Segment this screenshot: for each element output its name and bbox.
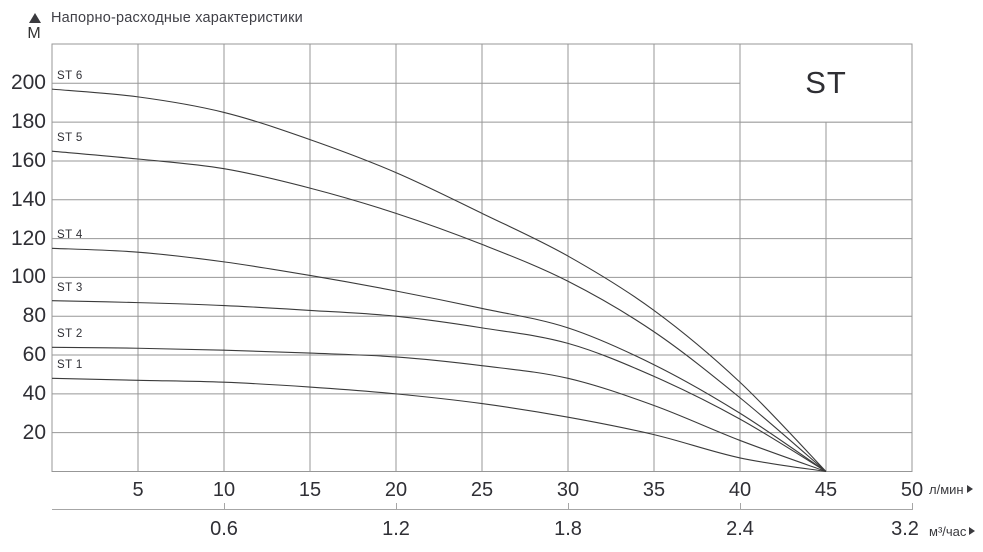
chart-title: Напорно-расходные характеристики xyxy=(51,10,303,26)
curve-st-4 xyxy=(51,247,827,472)
x-axis-unit: л/мин xyxy=(929,482,973,498)
series-family-badge-box xyxy=(739,43,913,123)
x-axis-unit-text: л/мин xyxy=(929,482,964,497)
y-axis-up-arrow-icon xyxy=(29,13,41,23)
x-axis-secondary-unit-text: м³/час xyxy=(929,524,967,539)
x-axis-right-arrow-icon xyxy=(966,485,973,493)
x-axis-secondary-right-arrow-icon xyxy=(969,527,976,535)
curve-st-3 xyxy=(51,300,827,472)
plot-border xyxy=(51,43,913,472)
curve-st-5 xyxy=(51,150,827,472)
curve-st-6 xyxy=(51,88,827,472)
curve-st-1 xyxy=(51,377,827,473)
curve-st-2 xyxy=(51,346,827,473)
y-axis-unit-label: М xyxy=(27,25,41,42)
series-family-badge: ST xyxy=(805,65,847,100)
x-axis-secondary-unit: м³/час xyxy=(929,524,976,540)
